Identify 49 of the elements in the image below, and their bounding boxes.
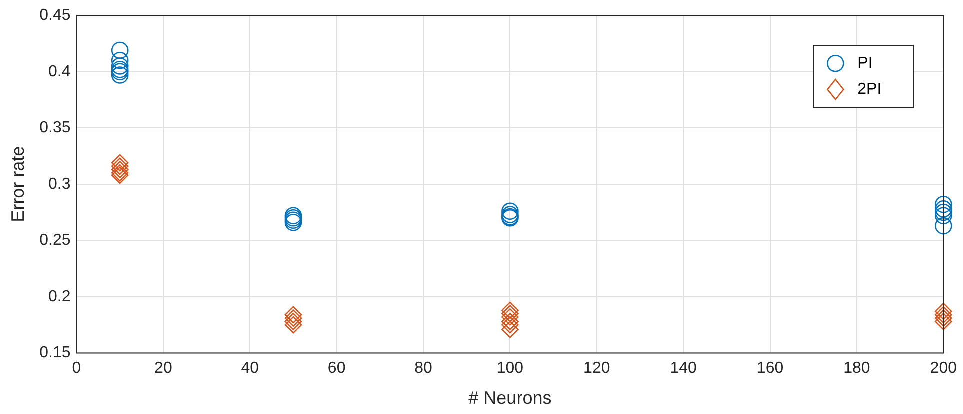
point xyxy=(502,320,519,338)
y-tick-label: 0.25 xyxy=(40,232,71,250)
point xyxy=(935,217,952,235)
x-tick-label: 200 xyxy=(930,360,958,378)
x-tick-label: 100 xyxy=(496,360,524,378)
point xyxy=(111,58,129,75)
point xyxy=(502,302,519,320)
point xyxy=(111,66,129,84)
point xyxy=(935,302,952,320)
y-axis-title: Error rate xyxy=(8,146,28,222)
point xyxy=(111,154,129,172)
point xyxy=(284,310,302,327)
point xyxy=(935,200,952,218)
point xyxy=(111,42,129,60)
y-tick-label: 0.15 xyxy=(40,344,71,362)
point xyxy=(502,305,519,322)
point xyxy=(502,202,519,220)
point xyxy=(935,204,952,222)
x-tick-label: 80 xyxy=(414,360,433,378)
point xyxy=(935,310,952,327)
point xyxy=(284,316,302,334)
y-tick-label: 0.4 xyxy=(48,63,71,80)
x-tick-label: 20 xyxy=(154,360,172,378)
y-tick-label: 0.2 xyxy=(48,288,71,306)
y-tick-label: 0.3 xyxy=(48,176,71,193)
x-tick-label: 60 xyxy=(328,360,346,378)
point xyxy=(935,306,952,324)
x-tick-label: 140 xyxy=(670,360,698,378)
x-tick-label: 0 xyxy=(72,360,82,378)
x-tick-label: 40 xyxy=(241,360,260,378)
x-tick-label: 120 xyxy=(584,360,610,378)
legend-label: 2PI xyxy=(858,81,882,98)
legend-label: PI xyxy=(858,55,873,72)
point xyxy=(284,306,302,324)
point xyxy=(111,52,129,70)
point xyxy=(111,161,129,178)
x-axis-title: # Neurons xyxy=(468,388,552,408)
point xyxy=(111,158,129,176)
y-tick-label: 0.35 xyxy=(40,120,71,137)
point xyxy=(502,313,519,330)
x-tick-label: 160 xyxy=(756,360,784,378)
point xyxy=(935,207,952,225)
point xyxy=(284,313,302,330)
point xyxy=(502,308,519,326)
x-tick-label: 180 xyxy=(844,360,870,378)
point xyxy=(502,316,519,334)
point xyxy=(935,313,952,330)
y-tick-label: 0.45 xyxy=(40,7,71,24)
point xyxy=(935,196,952,214)
